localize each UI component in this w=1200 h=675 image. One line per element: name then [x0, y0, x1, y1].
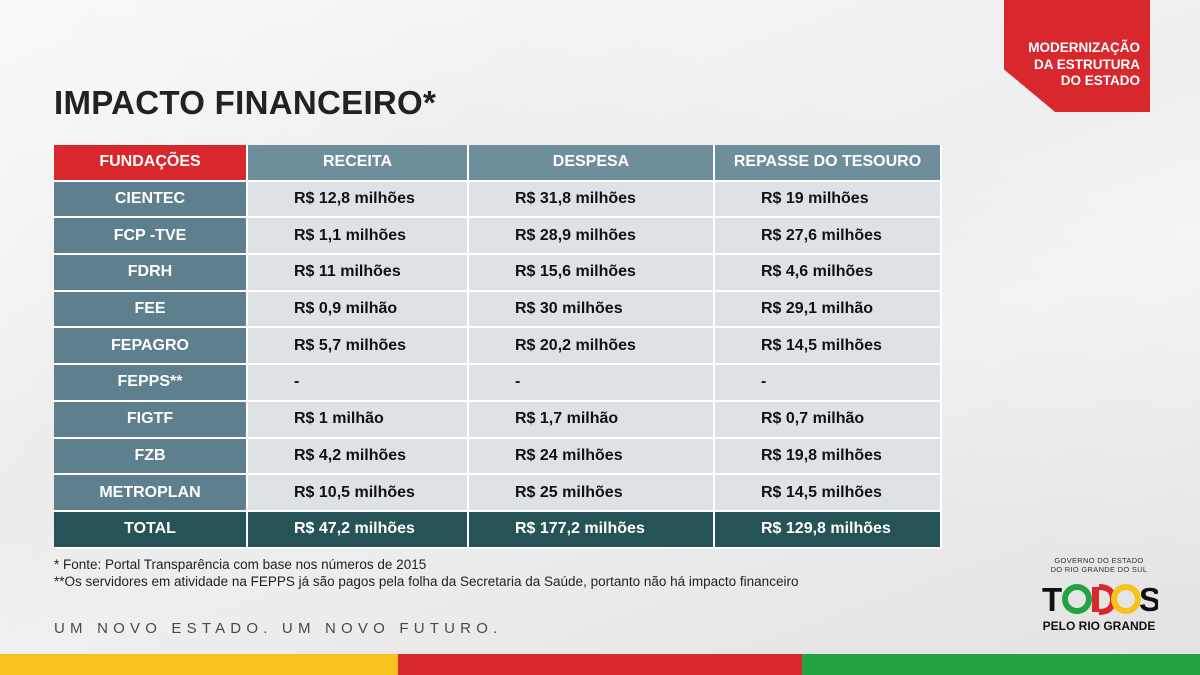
cell-receita: R$ 4,2 milhões [248, 438, 469, 476]
cell-despesa: R$ 24 milhões [469, 438, 715, 476]
svg-text:T: T [1042, 581, 1062, 616]
section-badge: MODERNIZAÇÃO DA ESTRUTURA DO ESTADO [1004, 0, 1150, 112]
cell-despesa: R$ 20,2 milhões [469, 328, 715, 366]
cell-repasse: R$ 19 milhões [715, 181, 942, 219]
cell-receita: R$ 12,8 milhões [248, 181, 469, 219]
footnote-source: * Fonte: Portal Transparência com base n… [54, 557, 427, 572]
column-header-repasse: REPASSE DO TESOURO [715, 145, 942, 182]
table-row: METROPLAN R$ 10,5 milhões R$ 25 milhões R$ … [54, 475, 942, 512]
page-title: IMPACTO FINANCEIRO* [54, 84, 437, 121]
cell-receita: R$ 1 milhão [248, 401, 469, 439]
logo-subtitle: PELO RIO GRANDE [1042, 619, 1156, 633]
cell-repasse: R$ 14,5 milhões [715, 328, 942, 366]
table-row: FCP -TVE R$ 1,1 milhões R$ 28,9 milhões R$ … [54, 218, 942, 256]
cell-receita: R$ 10,5 milhões [248, 475, 469, 512]
cell-repasse: R$ 29,1 milhão [715, 291, 942, 329]
total-cell-despesa: R$ 177,2 milhões [469, 511, 715, 549]
logo-gov-line: DO RIO GRANDE DO SUL [1050, 565, 1148, 574]
cell-fundacao: FEPPS** [54, 365, 248, 402]
cell-despesa: R$ 31,8 milhões [469, 181, 715, 219]
cell-receita: R$ 11 milhões [248, 255, 469, 292]
table-total-row: TOTAL R$ 47,2 milhões R$ 177,2 milhões R$ 1… [54, 511, 942, 549]
table-row: FIGTF R$ 1 milhão R$ 1,7 milhão R$ 0,7 milh… [54, 401, 942, 439]
total-cell-repasse: R$ 129,8 milhões [715, 511, 942, 549]
cell-repasse: - [715, 365, 942, 402]
total-cell-receita: R$ 47,2 milhões [248, 511, 469, 549]
cell-despesa: R$ 25 milhões [469, 475, 715, 512]
cell-repasse: R$ 14,5 milhões [715, 475, 942, 512]
cell-repasse: R$ 27,6 milhões [715, 218, 942, 256]
badge-line: DO ESTADO [1060, 73, 1140, 88]
slogan: UM NOVO ESTADO. UM NOVO FUTURO. [54, 620, 503, 637]
table-header-row: FUNDAÇÕES RECEITA DESPESA REPASSE DO TES… [54, 145, 942, 182]
cell-fundacao: FCP -TVE [54, 218, 248, 256]
cell-receita: R$ 0,9 milhão [248, 291, 469, 329]
cell-fundacao: FEE [54, 291, 248, 329]
column-header-despesa: DESPESA [469, 145, 715, 182]
cell-receita: - [248, 365, 469, 402]
cell-fundacao: METROPLAN [54, 475, 248, 512]
footer-stripe-yellow [0, 654, 398, 675]
logo-wordmark: T S [1040, 580, 1161, 618]
cell-despesa: R$ 15,6 milhões [469, 255, 715, 292]
cell-fundacao: FIGTF [54, 401, 248, 439]
footer-stripe-green [802, 654, 1200, 675]
cell-despesa: - [469, 365, 715, 402]
footnote-fepps: **Os servidores em atividade na FEPPS já… [54, 574, 799, 589]
total-cell-fundacao: TOTAL [54, 511, 248, 549]
column-header-fundacoes: FUNDAÇÕES [54, 145, 248, 182]
cell-receita: R$ 1,1 milhões [248, 218, 469, 256]
cell-despesa: R$ 1,7 milhão [469, 401, 715, 439]
table-row: FEPPS** - - - [54, 365, 942, 402]
table-row: CIENTEC R$ 12,8 milhões R$ 31,8 milhões R$ … [54, 181, 942, 219]
cell-repasse: R$ 4,6 milhões [715, 255, 942, 292]
cell-fundacao: FEPAGRO [54, 328, 248, 366]
badge-line: MODERNIZAÇÃO [1028, 40, 1140, 55]
government-logo: GOVERNO DO ESTADO DO RIO GRANDE DO SUL T… [1040, 556, 1161, 633]
financial-impact-table: FUNDAÇÕES RECEITA DESPESA REPASSE DO TES… [54, 145, 942, 549]
table-row: FDRH R$ 11 milhões R$ 15,6 milhões R$ 4,6 m… [54, 255, 942, 292]
cell-fundacao: FZB [54, 438, 248, 476]
footer-stripe-red [398, 654, 802, 675]
cell-repasse: R$ 0,7 milhão [715, 401, 942, 439]
cell-receita: R$ 5,7 milhões [248, 328, 469, 366]
logo-wordmark-graphic: T S [1042, 581, 1161, 618]
badge-line: DA ESTRUTURA [1034, 56, 1140, 72]
cell-despesa: R$ 30 milhões [469, 291, 715, 329]
table-row: FZB R$ 4,2 milhões R$ 24 milhões R$ 19,8 mi… [54, 438, 942, 476]
footnotes: * Fonte: Portal Transparência com base n… [54, 556, 798, 590]
table-row: FEE R$ 0,9 milhão R$ 30 milhões R$ 29,1 mil… [54, 291, 942, 329]
table-row: FEPAGRO R$ 5,7 milhões R$ 20,2 milhões R$ 1… [54, 328, 942, 366]
svg-text:S: S [1139, 581, 1158, 616]
cell-repasse: R$ 19,8 milhões [715, 438, 942, 476]
cell-despesa: R$ 28,9 milhões [469, 218, 715, 256]
column-header-receita: RECEITA [248, 145, 469, 182]
cell-fundacao: FDRH [54, 255, 248, 292]
logo-gov-line: GOVERNO DO ESTADO [1054, 556, 1144, 565]
cell-fundacao: CIENTEC [54, 181, 248, 219]
